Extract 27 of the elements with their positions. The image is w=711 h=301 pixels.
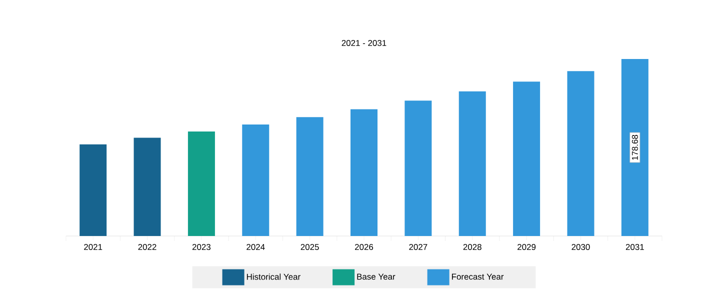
x-tick-label: 2021 — [84, 244, 102, 250]
x-tick-label: 2031 — [626, 244, 644, 250]
bar — [567, 71, 594, 236]
bar — [513, 82, 540, 236]
x-tick-label: 2024 — [246, 244, 265, 250]
bar — [350, 109, 378, 236]
bar — [296, 117, 324, 236]
chart-title: 2021 - 2031 — [342, 40, 386, 46]
x-tick-label: 2027 — [409, 244, 428, 250]
x-tick-label: 2025 — [300, 244, 319, 250]
legend-label: Forecast Year — [452, 274, 504, 280]
bar — [80, 144, 107, 236]
bar — [242, 124, 270, 236]
bar — [621, 59, 648, 236]
x-tick-label: 2028 — [463, 244, 482, 250]
x-tick-label: 2026 — [355, 244, 374, 250]
legend-label: Historical Year — [246, 274, 300, 280]
x-tick-label: 2022 — [138, 244, 156, 250]
bar — [404, 100, 432, 236]
bar — [134, 138, 161, 236]
x-tick-label: 2023 — [192, 244, 211, 250]
bar — [458, 91, 486, 236]
bar — [188, 131, 215, 236]
legend-label: Base Year — [357, 274, 396, 280]
data-label: 178.68 — [632, 134, 638, 160]
x-tick-label: 2030 — [572, 244, 590, 250]
x-tick-label: 2029 — [518, 244, 536, 250]
